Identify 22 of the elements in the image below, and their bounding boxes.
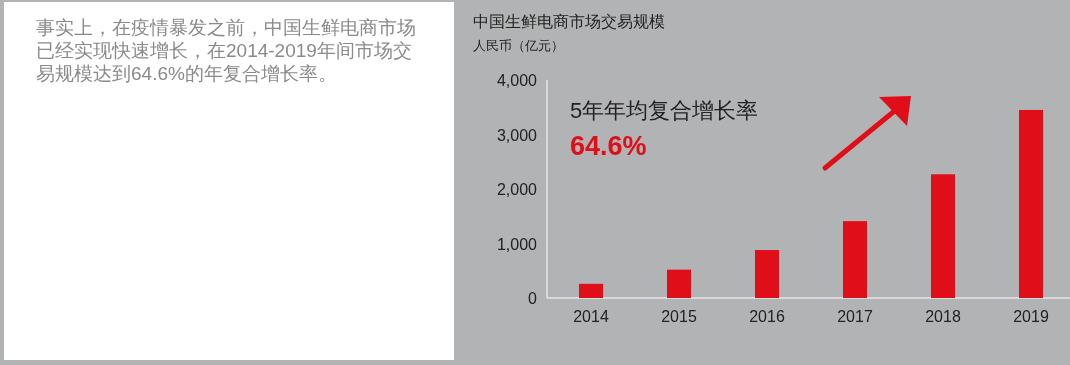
x-tick-label: 2018 <box>925 308 961 325</box>
annotation: 64.6% <box>570 131 647 161</box>
text: 事实上，在疫情暴发之前，中国生鲜电商市场已经实现快速增长，在2014-2019年间市场交易规模达到64.6%的年复合增长率。 <box>36 16 417 85</box>
x-tick-label: 2016 <box>749 308 785 325</box>
y-tick-label: 2,000 <box>496 181 538 198</box>
bar <box>667 269 691 298</box>
x-tick-label: 2014 <box>573 308 609 325</box>
annotation: 5年年均复合增长率 <box>570 98 759 123</box>
y-tick-label: 4,000 <box>496 72 538 89</box>
x-tick-label: 2015 <box>661 308 697 325</box>
bar <box>755 250 779 298</box>
bar <box>843 221 867 298</box>
y-axis-title: 人民币（亿元） <box>473 38 564 53</box>
bar <box>1019 109 1043 298</box>
y-tick-label: 0 <box>528 290 538 307</box>
y-tick-label: 3,000 <box>496 126 538 144</box>
bar <box>931 174 955 298</box>
x-tick-label: 2019 <box>1013 308 1049 325</box>
bar <box>579 283 603 298</box>
chart-title: 中国生鲜电商市场交易规模 <box>473 13 665 30</box>
x-tick-label: 2017 <box>837 308 873 325</box>
y-tick-label: 1,000 <box>496 235 538 253</box>
